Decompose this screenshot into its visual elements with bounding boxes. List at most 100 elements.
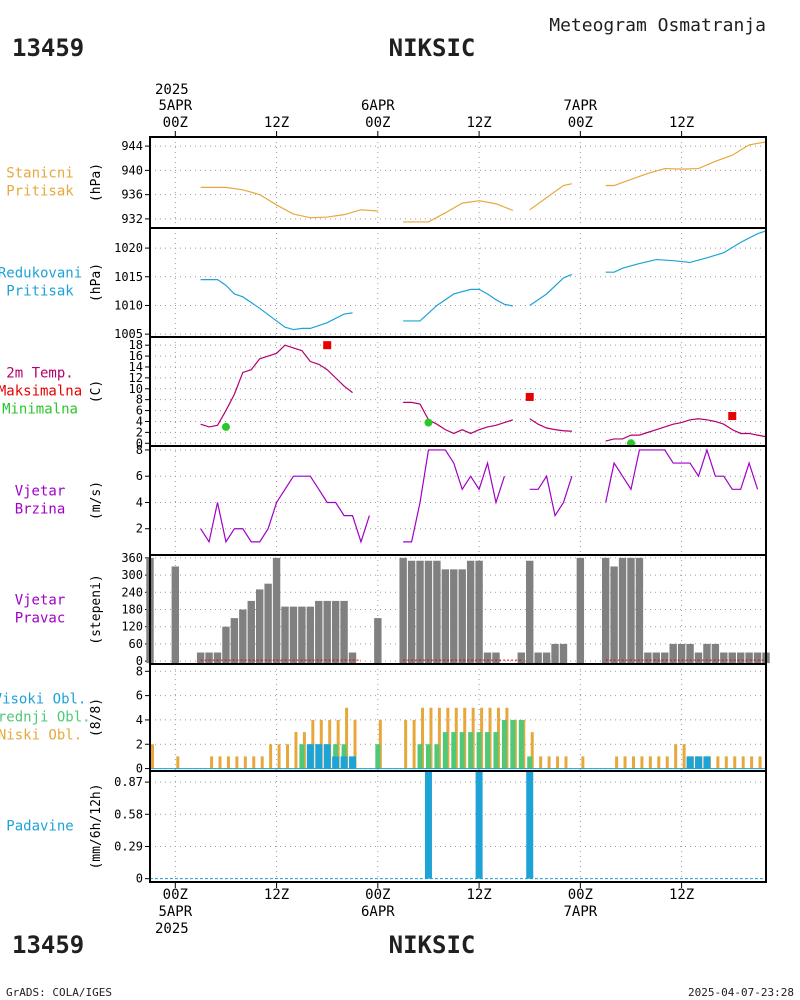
direction-bar — [272, 557, 281, 664]
direction-bar — [635, 557, 644, 664]
panel-label-line: 2m Temp. — [6, 366, 73, 382]
cloud-bar — [686, 756, 694, 769]
direction-bar — [745, 652, 753, 664]
hour-label-top: 12Z — [264, 115, 289, 131]
footer-timestamp: 2025-04-07-23:28 — [688, 986, 794, 999]
y-axis-title: (hPa) — [89, 263, 104, 302]
panel-precipitation: 0 0.29 0.58 0.87 (mm/6h/12h) Padavine — [6, 770, 767, 886]
day-label-top: 6APR — [361, 98, 395, 114]
cloud-bar — [286, 744, 290, 769]
y-tick-label: 14 — [129, 360, 143, 374]
cloud-bar — [556, 756, 560, 769]
cloud-bar — [623, 756, 627, 769]
direction-bar — [213, 652, 222, 664]
cloud-bar — [750, 756, 754, 769]
panel-frame — [149, 770, 767, 883]
year-label-top: 2025 — [155, 82, 189, 98]
series-line — [200, 186, 378, 219]
day-label-bottom: 5APR — [158, 904, 192, 920]
cloud-bar — [299, 744, 305, 769]
direction-bar — [255, 589, 264, 664]
y-tick-label: 12 — [129, 371, 143, 385]
y-tick-label: 6 — [136, 404, 143, 418]
y-tick-label: 6 — [136, 689, 143, 703]
series-line — [529, 183, 573, 211]
cloud-bar — [252, 756, 256, 769]
direction-bar — [711, 643, 720, 664]
cloud-bar — [716, 756, 720, 769]
direction-bar — [407, 560, 416, 664]
day-label-top: 5APR — [158, 98, 192, 114]
y-tick-label: 0 — [136, 762, 143, 776]
cloud-bar — [615, 756, 619, 769]
min-temp-marker — [221, 422, 230, 431]
direction-bar — [374, 618, 382, 664]
panel-label-line: Vjetar — [15, 593, 66, 609]
station-name-top: NIKSIC — [389, 34, 476, 62]
panel-frame — [149, 227, 767, 338]
y-tick-label: 18 — [129, 338, 143, 352]
panel-label-line: Pravac — [15, 611, 66, 627]
series-line — [605, 447, 759, 503]
cloud-bar — [564, 756, 568, 769]
y-tick-label: 6 — [136, 469, 143, 483]
cloud-bar — [451, 732, 457, 769]
cloud-bar — [648, 756, 652, 769]
direction-bar — [542, 652, 551, 664]
y-tick-label: 936 — [121, 188, 143, 202]
direction-bar — [720, 652, 728, 664]
direction-bar — [399, 557, 407, 664]
hour-label-bottom: 12Z — [669, 887, 694, 903]
cloud-bar — [323, 744, 331, 769]
cloud-bar — [151, 744, 154, 769]
series-line — [403, 200, 514, 223]
y-tick-label: 0.29 — [114, 839, 143, 853]
cloud-bar — [294, 732, 298, 769]
y-tick-label: 0.87 — [114, 775, 143, 789]
y-tick-label: 932 — [121, 212, 143, 226]
y-tick-label: 240 — [121, 585, 143, 599]
cloud-bar — [434, 744, 440, 769]
direction-bar — [281, 606, 289, 664]
cloud-bar — [315, 744, 323, 769]
cloud-bar — [412, 719, 416, 769]
min-temp-marker — [424, 418, 433, 427]
direction-bar — [298, 606, 306, 664]
y-tick-label: 2 — [136, 522, 143, 536]
max-temp-marker — [323, 341, 332, 350]
hour-label-top: 12Z — [669, 115, 694, 131]
direction-bar — [247, 600, 255, 664]
cloud-bar — [442, 732, 448, 769]
direction-bar — [475, 560, 483, 664]
cloud-bar — [694, 756, 702, 769]
cloud-bar — [425, 744, 431, 769]
series-line — [403, 401, 514, 435]
direction-bar — [331, 600, 340, 664]
y-tick-label: 1015 — [114, 270, 143, 284]
y-tick-label: 120 — [121, 620, 143, 634]
direction-bar — [534, 652, 542, 664]
direction-bar — [559, 643, 568, 664]
panel-label-line: Minimalna — [2, 402, 78, 418]
hour-label-top: 00Z — [365, 115, 390, 131]
direction-bar — [526, 560, 534, 664]
direction-bar — [222, 626, 230, 664]
hour-label-bottom: 00Z — [365, 887, 390, 903]
cloud-bar — [539, 756, 543, 769]
panel-label-line: Vjetar — [15, 484, 66, 500]
cloud-bar — [665, 756, 669, 769]
y-axis-title: (mm/6h/12h) — [89, 783, 104, 869]
cloud-bar — [210, 756, 214, 769]
cloud-bar — [501, 719, 507, 769]
cloud-bar — [404, 719, 408, 769]
direction-bar — [753, 652, 762, 664]
panel-label-line: Srednji Obl. — [0, 710, 91, 726]
direction-bar — [424, 560, 433, 664]
cloud-bar — [226, 756, 230, 769]
direction-bar — [736, 652, 745, 664]
day-label-bottom: 6APR — [361, 904, 395, 920]
panel-cloud_cover: 0 2 4 6 8 (8/8)Visoki Obl. Srednji Obl. Niski O… — [0, 663, 767, 776]
